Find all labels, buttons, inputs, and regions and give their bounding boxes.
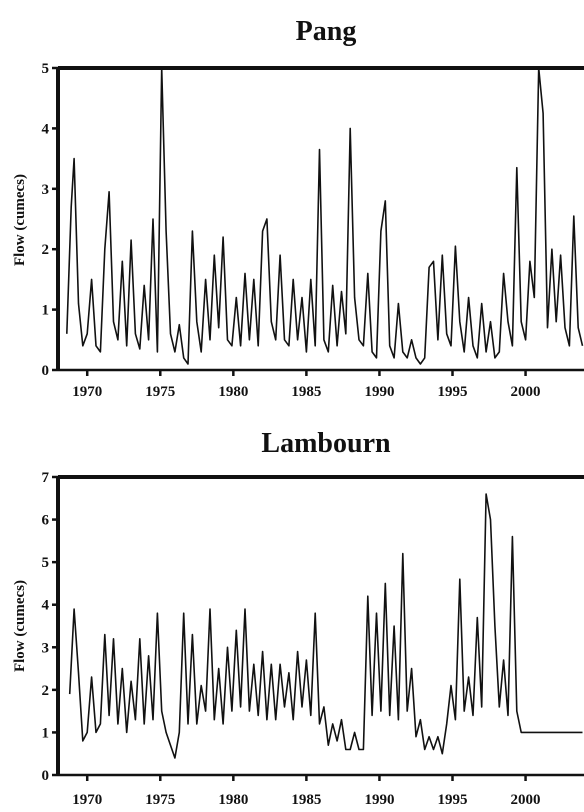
x-tick-label: 1995 [438,792,468,808]
chart-title-lambourn: Lambourn [261,428,391,459]
x-tick-label: 1990 [364,384,394,400]
y-tick-label: 3 [42,182,50,198]
flow-series-pang [66,67,584,365]
y-tick-label: 7 [42,470,50,486]
x-tick-label: 1970 [72,384,102,400]
x-tick-label: 1975 [145,384,175,400]
y-tick-label: 4 [42,598,50,614]
x-tick-label: 1975 [145,792,175,808]
x-tick-label: 1985 [291,384,321,400]
y-axis-label-pang: Flow (cumecs) [12,174,28,266]
pang-chart: Pang Flow (cumecs) 0 1 2 3 4 5 1970 1975 1980 198… [12,16,584,400]
x-tick-label: 1980 [218,792,248,808]
y-tick-label: 0 [42,363,50,379]
x-tick-label: 1980 [218,384,248,400]
x-tick-label: 1990 [364,792,394,808]
x-tick-label: 2000 [511,792,541,808]
y-tick-label: 0 [42,768,50,784]
x-tick-label: 1970 [72,792,102,808]
y-tick-label: 1 [42,303,50,319]
y-tick-label: 2 [42,242,50,258]
y-axis-label-lambourn: Flow (cumecs) [12,580,28,672]
lambourn-chart: Lambourn Flow (cumecs) 0 1 2 3 4 5 6 7 1970 1975 1… [12,428,584,808]
x-tick-label: 1995 [438,384,468,400]
chart-title-pang: Pang [296,16,357,47]
y-tick-label: 5 [42,555,50,571]
flow-series-lambourn [68,493,583,759]
x-tick-label: 2000 [511,384,541,400]
y-tick-label: 4 [42,121,50,137]
y-tick-label: 6 [42,513,50,529]
y-tick-label: 3 [42,640,50,656]
y-tick-label: 2 [42,683,50,699]
y-tick-label: 5 [42,61,50,77]
x-tick-label: 1985 [291,792,321,808]
y-tick-label: 1 [42,725,50,741]
